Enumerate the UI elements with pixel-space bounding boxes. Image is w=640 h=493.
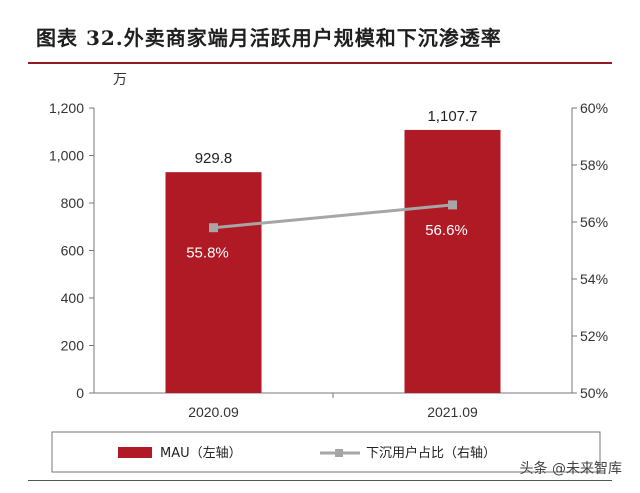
- left-axis-unit: 万: [113, 71, 127, 87]
- right-axis-tick-label: 54%: [580, 271, 608, 287]
- watermark: 头条 @未来智库: [519, 461, 622, 477]
- x-axis-tick-label: 2020.09: [188, 404, 239, 420]
- bar-mau: [165, 172, 262, 393]
- legend-box: [51, 431, 601, 473]
- left-axis-tick-label: 1,000: [49, 148, 84, 164]
- legend-label-mau: MAU（左轴）: [160, 446, 242, 461]
- left-axis-tick-label: 400: [61, 290, 85, 306]
- legend-swatch-bar: [118, 447, 152, 458]
- bar-data-label: 1,107.7: [427, 108, 477, 125]
- right-axis-tick-label: 58%: [580, 157, 608, 173]
- line-point: [448, 200, 457, 210]
- left-axis-tick-label: 600: [61, 243, 85, 259]
- left-axis-tick-label: 0: [76, 385, 84, 401]
- line-point: [209, 223, 218, 233]
- line-data-label: 56.6%: [425, 222, 468, 239]
- line-share: [213, 203, 453, 230]
- right-axis-tick-label: 50%: [580, 385, 608, 401]
- bar-mau: [404, 129, 501, 393]
- left-axis-tick-label: 1,200: [49, 100, 84, 116]
- right-axis-tick-label: 60%: [580, 100, 608, 116]
- footer-divider: [28, 480, 612, 481]
- x-axis-tick-label: 2021.09: [427, 404, 478, 420]
- left-axis-tick-label: 200: [61, 338, 85, 354]
- legend-swatch-marker: [335, 449, 343, 457]
- chart-title: 图表 32.外卖商家端月活跃用户规模和下沉渗透率: [36, 26, 502, 50]
- left-axis-tick-label: 800: [61, 195, 85, 211]
- legend-label-share: 下沉用户占比（右轴）: [366, 445, 496, 461]
- title-divider: [28, 62, 612, 64]
- right-axis-tick-label: 56%: [580, 214, 608, 230]
- bar-data-label: 929.8: [195, 150, 233, 167]
- right-axis-tick-label: 52%: [580, 328, 608, 344]
- line-data-label: 55.8%: [186, 245, 229, 262]
